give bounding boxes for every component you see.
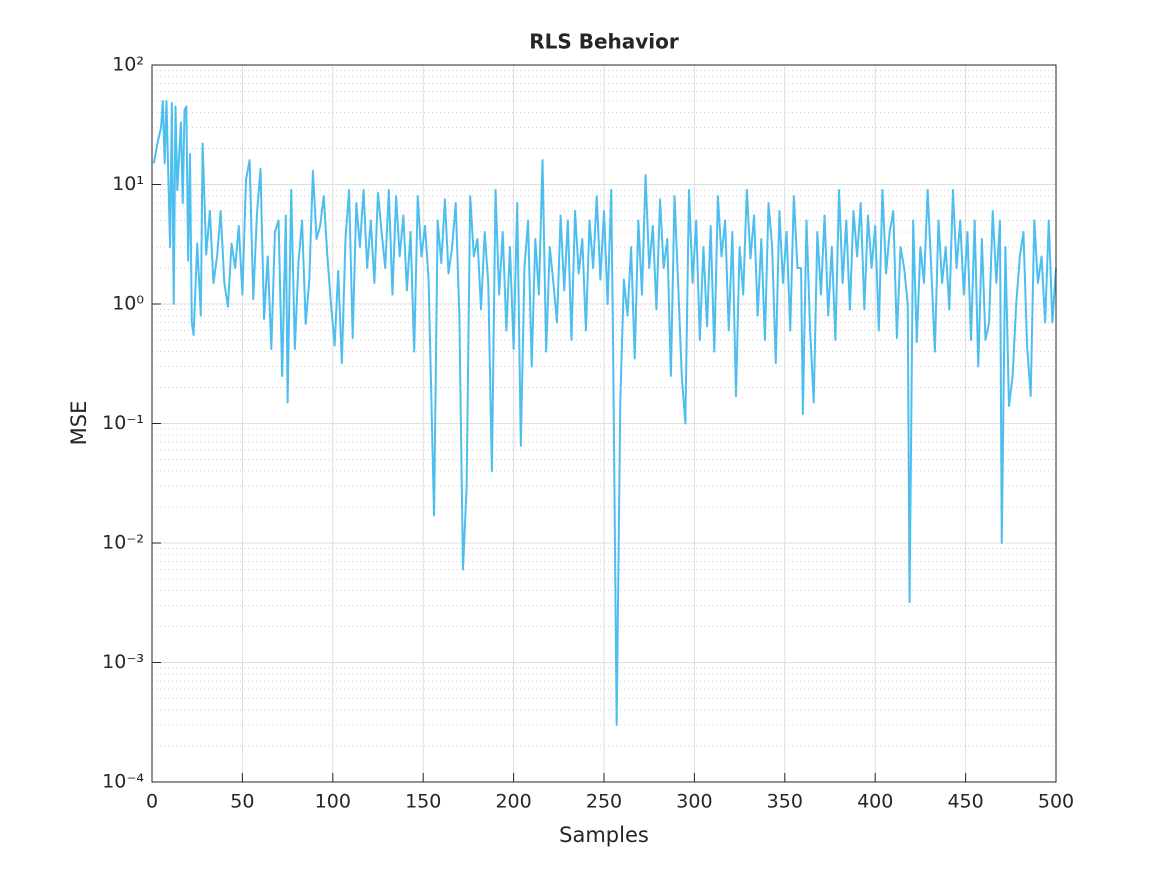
x-tick-label: 100	[315, 791, 351, 813]
y-tick-label: 10²	[112, 54, 144, 76]
x-tick-label: 0	[146, 791, 158, 813]
x-tick-label: 200	[495, 791, 531, 813]
y-tick-label: 10⁻³	[102, 651, 144, 673]
x-tick-label: 500	[1038, 791, 1074, 813]
x-axis-label: Samples	[559, 823, 649, 847]
y-tick-label: 10⁻¹	[102, 412, 144, 434]
x-tick-label: 150	[405, 791, 441, 813]
data-line	[152, 99, 1057, 726]
x-tick-label: 300	[676, 791, 712, 813]
x-tick-label: 450	[947, 791, 983, 813]
chart-title: RLS Behavior	[529, 30, 679, 54]
x-tick-label: 50	[230, 791, 254, 813]
y-tick-label: 10¹	[112, 173, 144, 195]
y-tick-label: 10⁰	[112, 293, 144, 315]
y-tick-label: 10⁻⁴	[102, 771, 144, 793]
x-tick-label: 400	[857, 791, 893, 813]
y-tick-label: 10⁻²	[102, 532, 144, 554]
x-tick-label: 250	[586, 791, 622, 813]
x-tick-label: 350	[767, 791, 803, 813]
y-axis-label: MSE	[67, 401, 91, 446]
axes-box	[151, 64, 1057, 783]
